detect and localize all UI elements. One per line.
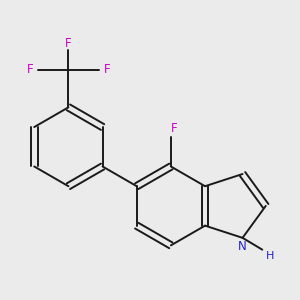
Text: F: F	[171, 122, 178, 135]
Text: H: H	[266, 251, 274, 261]
Text: N: N	[238, 240, 247, 253]
Text: F: F	[104, 63, 110, 76]
Text: F: F	[65, 37, 72, 50]
Text: F: F	[26, 63, 33, 76]
